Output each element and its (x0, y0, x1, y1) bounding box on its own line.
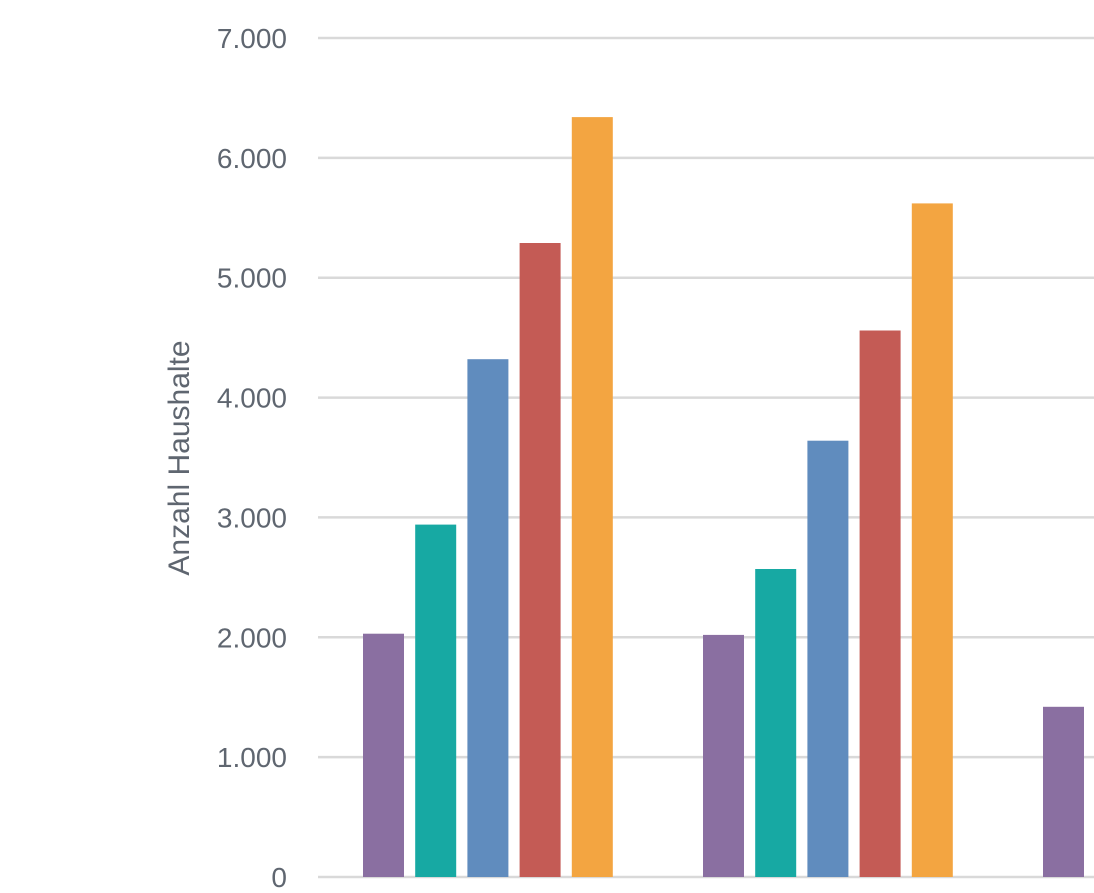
bar-group-2-series-4 (859, 330, 901, 877)
y-tick-label: 0 (271, 862, 287, 893)
y-tick-label: 1.000 (217, 742, 287, 773)
y-tick-label: 4.000 (217, 383, 287, 414)
bars (363, 117, 1084, 878)
y-tick-label: 6.000 (217, 143, 287, 174)
bar-group-1-series-2 (415, 524, 457, 877)
bar-group-1-series-3 (467, 359, 509, 877)
y-tick-labels: 0 1.000 2.000 3.000 4.000 5.000 6.000 7.000 (217, 23, 287, 893)
bar-group-2-series-2 (755, 569, 797, 877)
bar-group-1-series-4 (519, 243, 561, 877)
y-axis-title: Anzahl Haushalte (163, 340, 196, 575)
y-tick-label: 3.000 (217, 502, 287, 533)
y-tick-label: 2.000 (217, 622, 287, 653)
y-tick-label: 5.000 (217, 263, 287, 294)
bar-group-1-series-5 (571, 117, 613, 878)
bar-group-2-series-5 (911, 203, 953, 877)
bar-group-2-series-1 (703, 634, 744, 877)
y-tick-label: 7.000 (217, 23, 287, 54)
bar-group-1-series-1 (363, 633, 404, 877)
bar-group-3-series-1 (1043, 706, 1084, 877)
bar-group-2-series-3 (807, 440, 849, 877)
